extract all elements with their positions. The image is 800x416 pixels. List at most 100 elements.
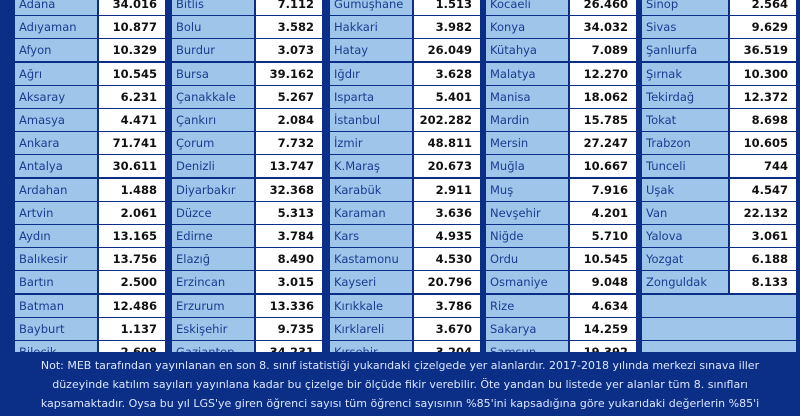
province-name: Adana	[15, 0, 97, 15]
student-count: 1.488	[99, 178, 165, 201]
student-count: 1.137	[99, 317, 165, 340]
student-count: 3.628	[414, 62, 480, 85]
province-name: Karaman	[330, 201, 412, 224]
student-count: 3.982	[414, 16, 480, 39]
student-count: 8.698	[730, 109, 796, 131]
student-count: 12.270	[570, 62, 636, 85]
province-name: Kocaeli	[486, 0, 568, 15]
province-name: Nevşehir	[486, 201, 568, 224]
province-name: Mersin	[486, 132, 568, 155]
student-count: 7.916	[570, 178, 636, 201]
student-count: 10.605	[730, 132, 796, 155]
student-count: 7.732	[256, 132, 322, 155]
student-count: 6.188	[730, 248, 796, 271]
student-count: 8.133	[730, 271, 796, 294]
province-name: Karabük	[330, 178, 412, 201]
student-count: 26.460	[570, 0, 636, 15]
province-name: Konya	[486, 16, 568, 39]
student-count: 2.564	[730, 0, 796, 15]
province-name: Edirne	[172, 225, 254, 247]
province-name: Elazığ	[172, 248, 254, 271]
province-name: Amasya	[15, 109, 97, 131]
student-count: 744	[730, 155, 796, 178]
student-count: 10.545	[570, 248, 636, 271]
student-count: 5.267	[256, 85, 322, 108]
student-count: 3.015	[256, 271, 322, 294]
student-count: 6.231	[99, 85, 165, 108]
student-count: 2.500	[99, 271, 165, 294]
student-count: 5.401	[414, 85, 480, 108]
footnote-line-3: kapsamaktadır. Oysa bu yıl LGS'ye giren …	[40, 397, 760, 410]
province-name: Gümüşhane	[330, 0, 412, 15]
student-count: 4.547	[730, 178, 796, 201]
student-count: 13.756	[99, 248, 165, 271]
student-count: 4.471	[99, 109, 165, 131]
student-count: 8.490	[256, 248, 322, 271]
province-name: Denizli	[172, 155, 254, 178]
student-count: 15.785	[570, 109, 636, 131]
student-count: 3.582	[256, 16, 322, 39]
province-name: Bartın	[15, 271, 97, 294]
province-name: Zonguldak	[642, 271, 728, 294]
province-name: Tekirdağ	[642, 85, 728, 108]
student-count: 27.247	[570, 132, 636, 155]
province-name: İstanbul	[330, 109, 412, 131]
student-count: 12.486	[99, 294, 165, 317]
province-name: Şanlıurfa	[642, 39, 728, 62]
province-name: Hakkari	[330, 16, 412, 39]
province-name: Muş	[486, 178, 568, 201]
student-count: 9.048	[570, 271, 636, 294]
student-count: 39.162	[256, 62, 322, 85]
province-name: Çankırı	[172, 109, 254, 131]
student-count: 34.032	[570, 16, 636, 39]
province-name: Afyon	[15, 39, 97, 62]
province-name: Ordu	[486, 248, 568, 271]
student-count: 26.049	[414, 39, 480, 62]
student-count: 10.300	[730, 62, 796, 85]
province-name: Bolu	[172, 16, 254, 39]
province-name: Isparta	[330, 85, 412, 108]
footnote: Not: MEB tarafından yayınlanan en son 8.…	[0, 352, 800, 416]
student-count: 10.667	[570, 155, 636, 178]
province-name: Iğdır	[330, 62, 412, 85]
student-count: 4.634	[570, 294, 636, 317]
student-count: 20.673	[414, 155, 480, 178]
footnote-line-1: Not: MEB tarafından yayınlanan en son 8.…	[40, 359, 760, 372]
student-count: 1.513	[414, 0, 480, 15]
province-name: Kütahya	[486, 39, 568, 62]
province-name: K.Maraş	[330, 155, 412, 178]
student-count: 13.165	[99, 225, 165, 247]
province-name: Van	[642, 201, 728, 224]
province-name: Ankara	[15, 132, 97, 155]
province-name: Manisa	[486, 85, 568, 108]
province-name: Sakarya	[486, 317, 568, 340]
province-name: Şırnak	[642, 62, 728, 85]
student-count: 3.670	[414, 317, 480, 340]
province-name: Batman	[15, 294, 97, 317]
student-count: 14.259	[570, 317, 636, 340]
province-name: Artvin	[15, 201, 97, 224]
province-name: Çanakkale	[172, 85, 254, 108]
province-name: Burdur	[172, 39, 254, 62]
student-count: 5.710	[570, 225, 636, 247]
student-count: 7.089	[570, 39, 636, 62]
student-count: 36.519	[730, 39, 796, 62]
province-name: Muğla	[486, 155, 568, 178]
province-name: Yozgat	[642, 248, 728, 271]
student-count: 3.784	[256, 225, 322, 247]
province-name: Trabzon	[642, 132, 728, 155]
province-name: Sinop	[642, 0, 728, 15]
student-count: 5.313	[256, 201, 322, 224]
province-name: Tunceli	[642, 155, 728, 178]
province-name: Mardin	[486, 109, 568, 131]
student-count: 4.935	[414, 225, 480, 247]
province-name: Hatay	[330, 39, 412, 62]
province-name: Eskişehir	[172, 317, 254, 340]
student-count: 3.061	[730, 225, 796, 247]
student-count: 12.372	[730, 85, 796, 108]
student-count: 4.530	[414, 248, 480, 271]
province-name: Ağrı	[15, 62, 97, 85]
province-name: Kayseri	[330, 271, 412, 294]
province-name: Kars	[330, 225, 412, 247]
